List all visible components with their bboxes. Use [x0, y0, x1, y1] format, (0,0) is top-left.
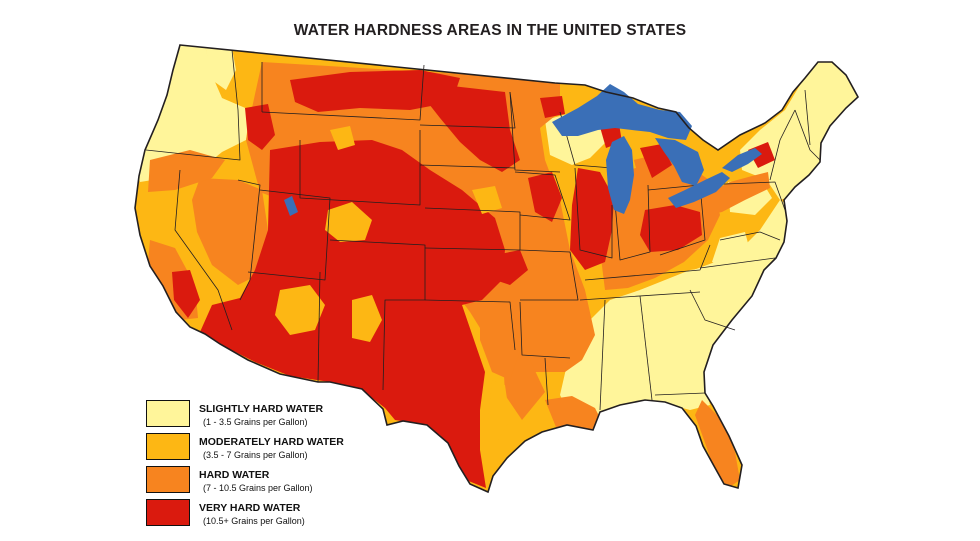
border-wy-co	[299, 130, 421, 206]
zone-missouri-corridor	[528, 172, 562, 222]
zone-illinois	[570, 168, 614, 270]
lake-superior	[552, 84, 692, 140]
zone-utah-island	[330, 126, 355, 150]
zone-florida	[695, 400, 740, 488]
legend-range: (7 - 10.5 Grains per Gallon)	[203, 483, 313, 493]
border-or-id	[145, 49, 241, 161]
legend-range: (10.5+ Grains per Gallon)	[203, 516, 305, 526]
border-ca-nv	[174, 169, 233, 331]
border-ut-az	[247, 189, 331, 281]
zone-northeast	[740, 60, 858, 200]
border-mn-ia	[509, 91, 561, 173]
border-mt-wy	[261, 64, 425, 121]
zone-iowa-island	[472, 186, 502, 214]
border-va-md	[719, 231, 781, 241]
border-az-nm	[317, 271, 321, 383]
border-pa-ny	[699, 181, 786, 211]
legend-swatch	[146, 400, 190, 427]
lake-michigan	[606, 136, 634, 214]
border-mo-ar	[519, 249, 579, 301]
border-al-ga	[639, 295, 653, 401]
border-ok-tx	[424, 299, 516, 351]
lake-huron	[655, 138, 704, 186]
border-ky-tn	[584, 244, 711, 281]
zone-great-basin	[192, 178, 268, 285]
legend-swatch	[146, 433, 190, 460]
legend-swatch	[146, 466, 190, 493]
zone-idaho-south	[245, 104, 275, 150]
border-in-oh	[611, 167, 651, 261]
zone-lower-mississippi	[503, 355, 545, 420]
legend-label: HARD WATER	[199, 469, 270, 481]
border-nc-va	[699, 257, 776, 269]
lake-erie	[668, 172, 730, 208]
zone-texas-coastal	[488, 380, 510, 440]
border-oh-pa	[647, 184, 706, 256]
legend-range: (3.5 - 7 Grains per Gallon)	[203, 450, 308, 460]
zone-new-mexico-island	[352, 295, 382, 342]
border-ga-sc	[689, 289, 736, 331]
zone-dakotas	[418, 86, 520, 172]
border-new-england	[794, 109, 821, 161]
legend-label: VERY HARD WATER	[199, 502, 301, 514]
zone-ohio	[640, 205, 702, 252]
zone-oregon	[148, 150, 225, 192]
state-borders	[145, 49, 821, 411]
map-title: WATER HARDNESS AREAS IN THE UNITED STATE…	[293, 22, 687, 39]
zone-northern-michigan	[640, 144, 672, 178]
border-ne-ks	[424, 207, 521, 251]
zone-appalachia	[640, 266, 720, 305]
zone-west-virginia	[712, 232, 752, 270]
zone-colorado-island	[325, 202, 372, 242]
border-la-ms	[544, 357, 549, 406]
border-sd-ne	[419, 164, 516, 169]
border-il-in	[574, 167, 613, 259]
zone-montana-north	[290, 70, 460, 112]
border-dakotas-plains	[419, 91, 516, 129]
border-ms-al	[599, 299, 606, 411]
legend-label: SLIGHTLY HARD WATER	[199, 403, 324, 415]
zone-minnesota-north	[540, 96, 565, 118]
border-ny-vt	[769, 109, 796, 181]
border-nv-ut	[237, 179, 261, 301]
great-salt-lake	[284, 196, 298, 216]
legend-swatch	[146, 499, 190, 526]
legend-range: (1 - 3.5 Grains per Gallon)	[203, 417, 308, 427]
border-ar-la	[519, 301, 571, 359]
border-vt-nh	[804, 89, 811, 146]
zone-california-coast	[172, 270, 200, 318]
zone-kansas-east	[495, 250, 528, 285]
lake-ontario	[722, 148, 762, 172]
zone-arizona-island	[275, 285, 325, 335]
legend-label: MODERATELY HARD WATER	[199, 436, 344, 448]
zone-idaho-panhandle	[205, 45, 236, 90]
lakes	[284, 84, 762, 216]
border-ia-mo	[514, 171, 571, 221]
border-ga-fl	[654, 392, 706, 396]
